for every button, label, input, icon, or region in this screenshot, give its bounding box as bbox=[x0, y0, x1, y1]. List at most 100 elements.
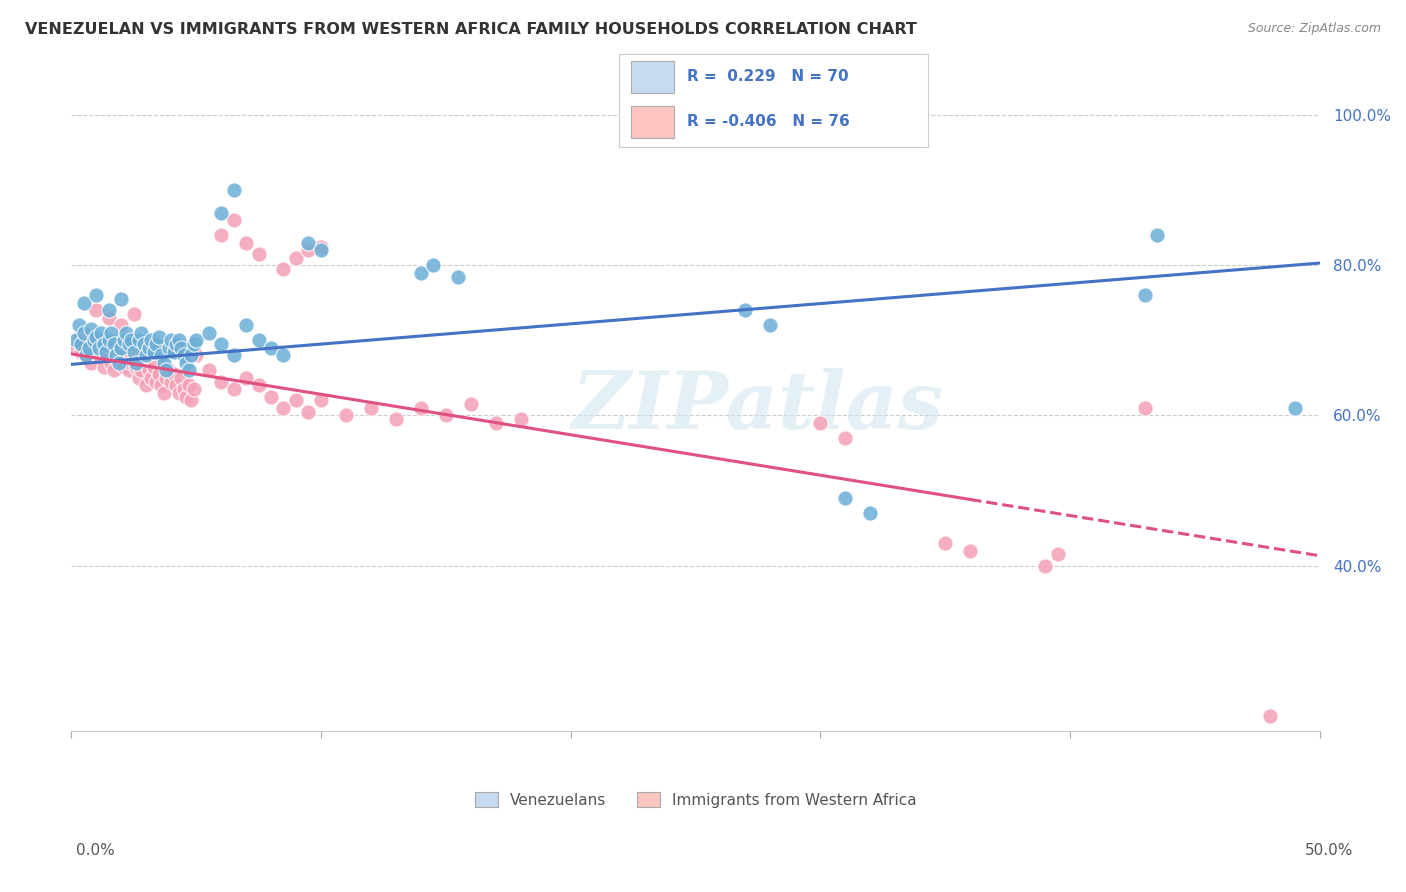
Point bbox=[309, 239, 332, 253]
Point bbox=[145, 375, 167, 389]
Point bbox=[87, 348, 110, 362]
Point bbox=[97, 303, 120, 318]
Point bbox=[959, 543, 981, 558]
Point bbox=[148, 329, 170, 343]
Point bbox=[460, 397, 482, 411]
Point bbox=[110, 292, 132, 306]
Point bbox=[165, 378, 187, 392]
Point bbox=[141, 334, 163, 348]
Point bbox=[447, 269, 470, 284]
Point bbox=[409, 401, 432, 415]
Point bbox=[209, 228, 232, 243]
Point bbox=[1146, 228, 1168, 243]
Point bbox=[129, 363, 152, 377]
Point bbox=[107, 344, 129, 359]
Point bbox=[93, 337, 115, 351]
Point bbox=[1284, 401, 1306, 415]
Point bbox=[135, 348, 157, 362]
Point bbox=[80, 356, 103, 370]
Point bbox=[297, 404, 319, 418]
Point bbox=[247, 247, 270, 261]
Point bbox=[145, 337, 167, 351]
Point bbox=[167, 334, 190, 348]
Point bbox=[93, 359, 115, 374]
Point bbox=[177, 363, 200, 377]
Text: Source: ZipAtlas.com: Source: ZipAtlas.com bbox=[1247, 22, 1381, 36]
Bar bbox=[631, 106, 675, 138]
Point bbox=[335, 409, 357, 423]
Point bbox=[260, 341, 283, 355]
Point bbox=[90, 337, 112, 351]
Point bbox=[157, 341, 180, 355]
Point bbox=[160, 334, 183, 348]
Point bbox=[100, 326, 122, 340]
Point bbox=[97, 334, 120, 348]
Point bbox=[180, 348, 202, 362]
Point bbox=[422, 258, 444, 272]
Point bbox=[67, 329, 90, 343]
Point bbox=[209, 206, 232, 220]
Point bbox=[87, 341, 110, 355]
Point bbox=[177, 378, 200, 392]
Point bbox=[297, 235, 319, 250]
Text: R =  0.229   N = 70: R = 0.229 N = 70 bbox=[686, 70, 848, 85]
Legend: Venezuelans, Immigrants from Western Africa: Venezuelans, Immigrants from Western Afr… bbox=[468, 786, 922, 814]
Point bbox=[148, 367, 170, 381]
Point bbox=[142, 344, 165, 359]
Point bbox=[273, 262, 295, 277]
Point bbox=[75, 348, 97, 362]
Point bbox=[112, 359, 135, 374]
Point bbox=[1133, 401, 1156, 415]
Point bbox=[77, 341, 100, 355]
Point bbox=[759, 318, 782, 333]
Point bbox=[1258, 708, 1281, 723]
Point bbox=[132, 352, 155, 367]
Point bbox=[138, 341, 160, 355]
Point bbox=[174, 390, 197, 404]
Point bbox=[297, 244, 319, 258]
Point bbox=[132, 337, 155, 351]
Point bbox=[84, 334, 107, 348]
Point bbox=[167, 385, 190, 400]
Point bbox=[222, 183, 245, 197]
Point bbox=[135, 378, 157, 392]
Point bbox=[180, 393, 202, 408]
Point bbox=[509, 412, 531, 426]
Point bbox=[160, 375, 183, 389]
Point bbox=[434, 409, 457, 423]
Point bbox=[409, 266, 432, 280]
Point bbox=[97, 310, 120, 325]
Point bbox=[107, 356, 129, 370]
Text: ZIPatlas: ZIPatlas bbox=[572, 368, 943, 445]
Point bbox=[73, 334, 96, 348]
Point bbox=[734, 303, 756, 318]
Point bbox=[285, 251, 308, 265]
Point bbox=[97, 337, 120, 351]
Point bbox=[118, 337, 141, 351]
Point bbox=[73, 295, 96, 310]
Point bbox=[110, 341, 132, 355]
Point bbox=[273, 348, 295, 362]
Point bbox=[1133, 288, 1156, 302]
Point bbox=[485, 416, 508, 430]
Point bbox=[75, 348, 97, 362]
Point bbox=[209, 337, 232, 351]
Point bbox=[247, 378, 270, 392]
Point bbox=[122, 344, 145, 359]
Point bbox=[859, 506, 882, 520]
Point bbox=[110, 337, 132, 351]
Point bbox=[184, 348, 207, 362]
Point bbox=[834, 491, 856, 505]
Point bbox=[260, 390, 283, 404]
Point bbox=[222, 382, 245, 396]
Point bbox=[90, 326, 112, 340]
Point bbox=[360, 401, 382, 415]
Point bbox=[125, 359, 148, 374]
Text: R = -0.406   N = 76: R = -0.406 N = 76 bbox=[686, 114, 849, 129]
Point bbox=[118, 363, 141, 377]
Point bbox=[65, 334, 87, 348]
Point bbox=[162, 344, 184, 359]
Point bbox=[155, 363, 177, 377]
Point bbox=[80, 322, 103, 336]
Point bbox=[84, 329, 107, 343]
